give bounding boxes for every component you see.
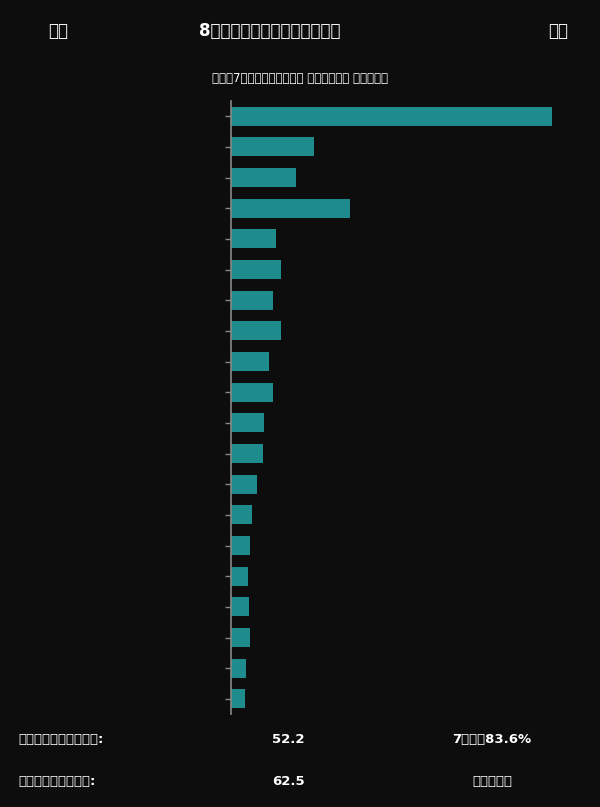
- Bar: [231, 107, 552, 126]
- Text: 62.5: 62.5: [272, 775, 304, 788]
- Text: 52.2: 52.2: [272, 733, 304, 746]
- Text: 按占比预估: 按占比预估: [472, 775, 512, 788]
- Text: 总体狭义乘用车预估:: 总体狭义乘用车预估:: [18, 775, 95, 788]
- Bar: [231, 260, 281, 279]
- Bar: [231, 689, 245, 709]
- Bar: [231, 321, 281, 341]
- Bar: [231, 383, 272, 402]
- Bar: [231, 475, 257, 494]
- Text: 8月新能源乘用车批发（万辆）: 8月新能源乘用车批发（万辆）: [199, 22, 341, 40]
- Text: 企业: 企业: [48, 22, 68, 40]
- Bar: [231, 567, 248, 586]
- Bar: [231, 137, 314, 157]
- Bar: [231, 199, 350, 218]
- Bar: [231, 352, 269, 371]
- Text: 上月万辆以上本月合计:: 上月万辆以上本月合计:: [18, 733, 103, 746]
- Bar: [231, 597, 249, 617]
- Text: 注：按7月乘联会批发量排序 含乘联会预估 非最终排名: 注：按7月乘联会批发量排序 含乘联会预估 非最终排名: [212, 72, 388, 86]
- Bar: [231, 628, 250, 647]
- Bar: [231, 168, 296, 187]
- Bar: [231, 229, 276, 249]
- Text: 7月占比83.6%: 7月占比83.6%: [452, 733, 532, 746]
- Bar: [231, 659, 247, 678]
- Text: 备注: 备注: [548, 22, 568, 40]
- Bar: [231, 413, 265, 433]
- Bar: [231, 505, 253, 525]
- Bar: [231, 536, 250, 555]
- Bar: [231, 291, 272, 310]
- Bar: [231, 444, 263, 463]
